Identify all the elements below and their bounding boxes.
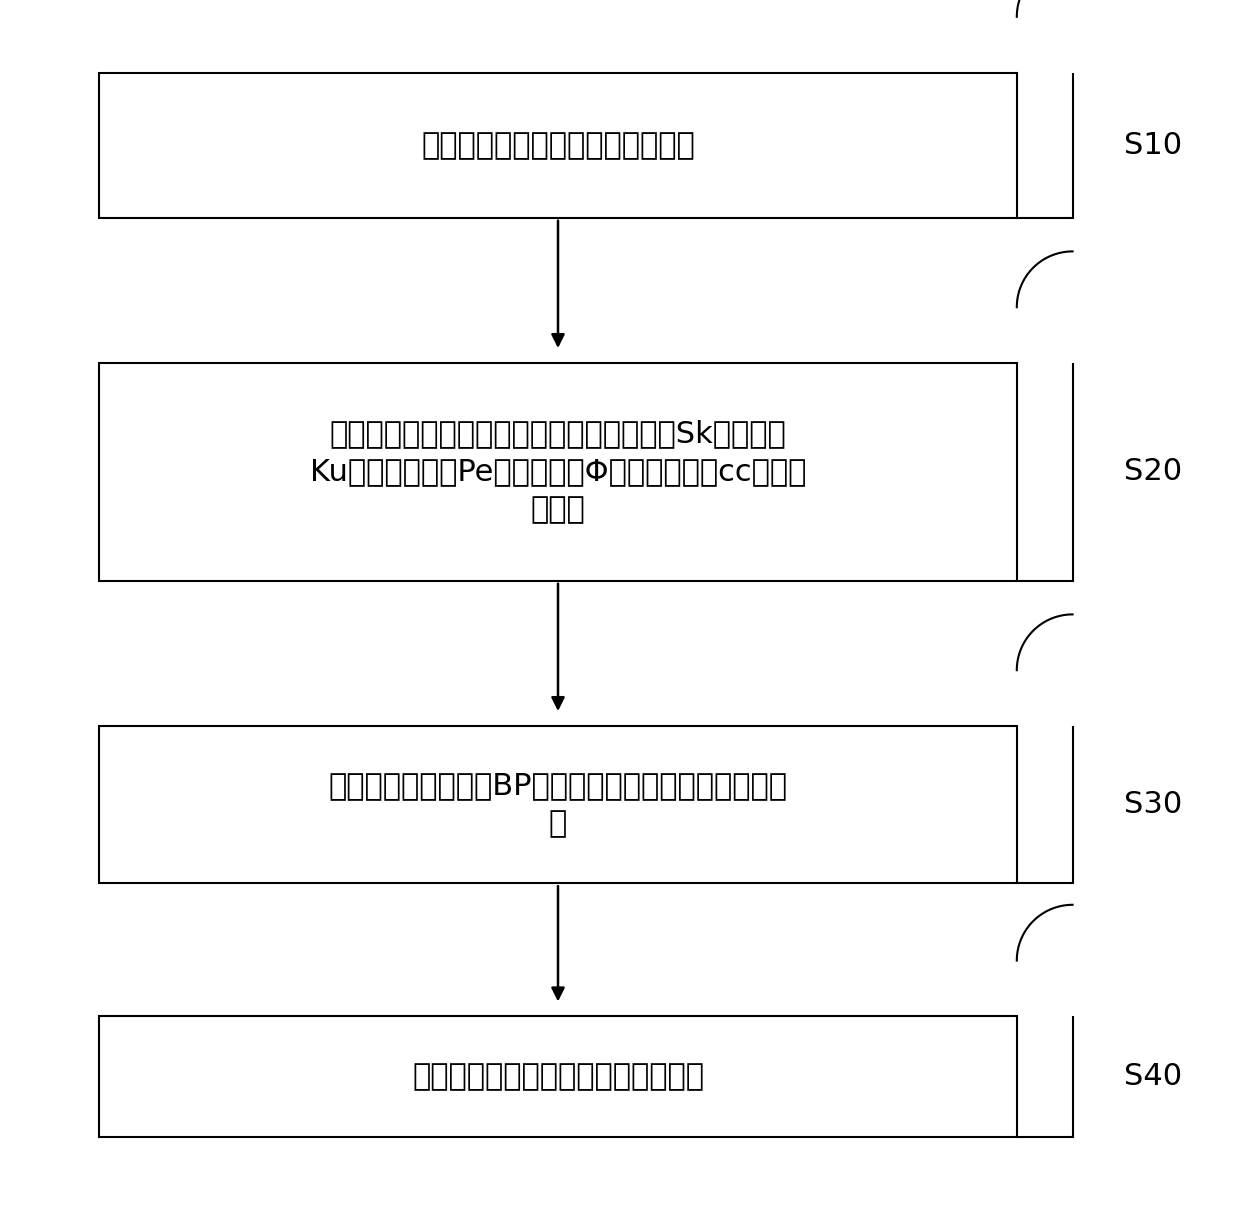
Text: 统计特征分组输入至BP网络神经算法，得出各组识别结
果: 统计特征分组输入至BP网络神经算法，得出各组识别结 果 — [329, 771, 787, 839]
FancyBboxPatch shape — [99, 363, 1017, 581]
FancyBboxPatch shape — [99, 1016, 1017, 1137]
Text: S30: S30 — [1125, 790, 1182, 819]
FancyBboxPatch shape — [99, 73, 1017, 218]
FancyBboxPatch shape — [99, 726, 1017, 883]
Text: S20: S20 — [1125, 457, 1182, 486]
Text: S40: S40 — [1125, 1062, 1182, 1091]
Text: 输出各组结果加权综合得出放电类型: 输出各组结果加权综合得出放电类型 — [412, 1062, 704, 1091]
Text: S10: S10 — [1125, 131, 1182, 160]
Text: 计算放电量，放电相位，放电谱图: 计算放电量，放电相位，放电谱图 — [422, 131, 694, 160]
Text: 由放电谱图计算谱图统计特征，包括偏斜度Sk、陡峭度
Ku、局部峰点数Pe、不对称度Φ、互相关系数cc、威布
尔参数: 由放电谱图计算谱图统计特征，包括偏斜度Sk、陡峭度 Ku、局部峰点数Pe、不对称… — [310, 419, 806, 525]
